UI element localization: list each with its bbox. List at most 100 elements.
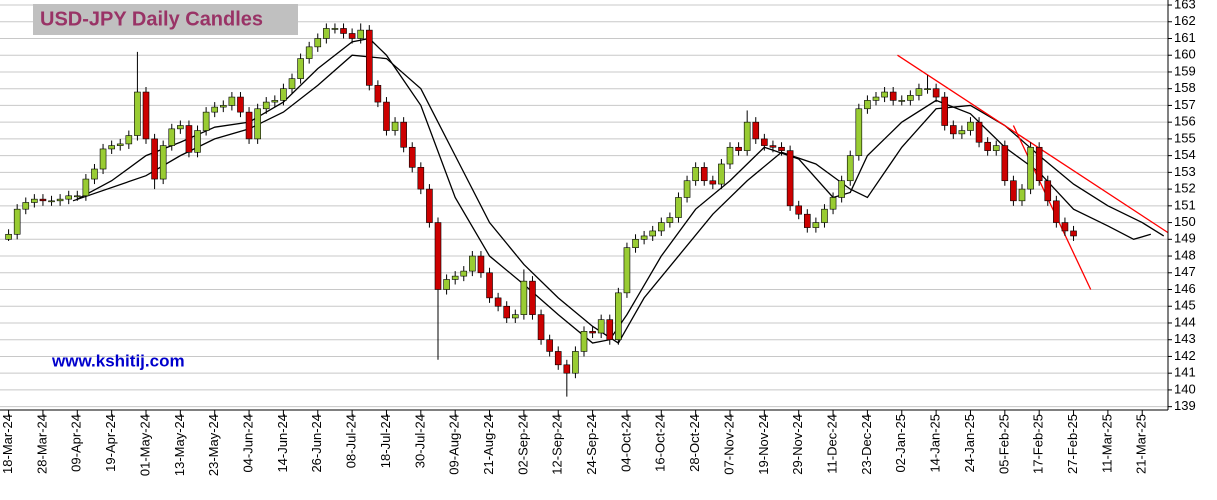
candle-body	[469, 255, 476, 272]
candle-body	[357, 29, 365, 39]
candle-body	[151, 138, 158, 180]
candle-body	[743, 121, 751, 151]
candle-body	[314, 38, 322, 48]
candle-body	[1018, 188, 1026, 202]
candle-body	[511, 314, 519, 319]
candle-body	[554, 351, 562, 366]
x-tick-label: 27-Feb-25	[1065, 414, 1080, 474]
candle-body	[761, 138, 768, 146]
candle-body	[967, 121, 974, 131]
x-tick-label: 14-Jan-25	[928, 414, 943, 473]
x-tick-label: 11-Dec-24	[824, 414, 839, 474]
candle-body	[297, 58, 304, 79]
candle-body	[726, 146, 734, 165]
candle-body	[65, 195, 73, 200]
x-tick-label: 14-Jun-24	[275, 414, 290, 473]
candle-body	[417, 167, 425, 190]
candle-body	[245, 111, 253, 140]
candle-body	[305, 46, 313, 59]
x-tick-label: 18-Jul-24	[378, 414, 393, 468]
candle-body	[443, 279, 450, 290]
y-tick-label: 147	[1174, 264, 1196, 279]
candle-body	[821, 208, 828, 223]
x-tick-label: 17-Feb-25	[1031, 414, 1046, 474]
line	[1012, 125, 1092, 290]
x-tick-label: 24-Jan-25	[962, 414, 977, 473]
candle-body	[348, 33, 356, 39]
candle-body	[606, 319, 614, 341]
y-tick-label: 163	[1174, 0, 1196, 11]
candle-body	[1027, 146, 1034, 190]
annotation: www.kshitij.com	[51, 351, 185, 370]
x-tick-label: 05-Feb-25	[996, 414, 1011, 474]
candle-body	[177, 125, 184, 130]
y-tick-label: 159	[1174, 63, 1196, 78]
y-tick-label: 158	[1174, 80, 1196, 95]
candle-body	[537, 314, 545, 341]
candle-body	[434, 222, 442, 290]
candle-body	[1061, 222, 1069, 232]
candle-body	[623, 247, 631, 294]
candle-body	[563, 364, 571, 374]
candle-body	[31, 198, 38, 203]
candle-body	[13, 208, 21, 235]
candle-body	[1044, 180, 1052, 202]
candle-body	[331, 28, 339, 30]
candle-body	[22, 202, 30, 210]
candle-body	[786, 150, 794, 207]
candle-body	[323, 28, 330, 39]
candle-body	[280, 88, 287, 101]
candle-body	[82, 178, 90, 197]
candle-body	[666, 217, 674, 223]
y-tick-label: 155	[1174, 130, 1196, 145]
y-tick-label: 144	[1174, 314, 1196, 329]
candle-body	[202, 111, 210, 131]
candle-body	[615, 292, 622, 341]
candle-body	[5, 233, 12, 240]
x-tick-label: 09-Apr-24	[69, 414, 84, 472]
y-tick-label: 139	[1174, 398, 1196, 413]
x-tick-label: 16-Oct-24	[653, 414, 668, 472]
candle-body	[992, 145, 1000, 151]
y-tick-label: 161	[1174, 30, 1196, 45]
candle-body	[675, 197, 682, 218]
x-tick-label: 21-Aug-24	[481, 414, 496, 475]
candle-body	[1070, 230, 1077, 237]
candle-body	[795, 205, 803, 215]
y-tick-label: 150	[1174, 214, 1196, 229]
candle-body	[640, 235, 648, 240]
candle-body	[829, 197, 837, 210]
candle-body	[855, 108, 863, 156]
candle-body	[503, 305, 511, 319]
candle-body	[374, 85, 382, 103]
candles	[5, 23, 1077, 397]
candle-body	[718, 163, 725, 185]
candle-body	[219, 105, 227, 108]
candle-body	[984, 141, 991, 151]
candle-body	[451, 275, 459, 280]
candle-body	[546, 339, 553, 352]
candle-body	[99, 148, 107, 170]
candle-body	[589, 331, 596, 334]
y-tick-label: 140	[1174, 381, 1196, 396]
candle-body	[56, 198, 64, 202]
x-tick-label: 04-Jun-24	[240, 414, 255, 473]
candle-body	[924, 88, 931, 90]
candle-body	[426, 188, 433, 223]
x-tick-label: 23-May-24	[206, 414, 221, 476]
candle-body	[700, 167, 708, 182]
candle-body	[340, 28, 347, 34]
candle-body	[108, 145, 115, 150]
candle-body	[846, 155, 854, 182]
x-tick-label: 12-Sep-24	[550, 414, 565, 475]
candle-body	[975, 121, 983, 143]
x-tick-label: 28-Mar-24	[34, 414, 49, 474]
candle-body	[1001, 145, 1009, 182]
candle-body	[520, 280, 528, 315]
x-tick-label: 08-Jul-24	[344, 414, 359, 468]
candle-body	[211, 106, 219, 113]
candle-body	[168, 128, 176, 146]
